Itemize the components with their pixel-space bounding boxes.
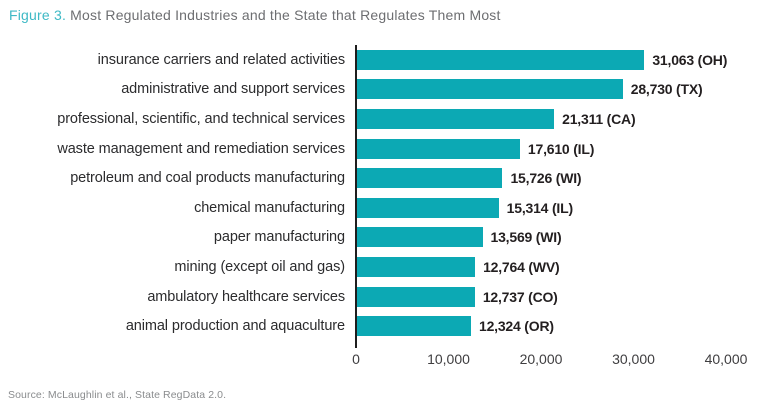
x-tick-label: 40,000 [704,350,748,367]
bar [357,256,476,277]
category-label: paper manufacturing [213,229,345,246]
figure-title: Figure 3. Most Regulated Industries and … [0,0,768,24]
figure-title-text: Most Regulated Industries and the State … [66,7,501,23]
category-label: ambulatory healthcare services [147,288,345,305]
x-tick-label: 30,000 [612,350,655,367]
value-label: 12,737 (CO) [482,288,558,305]
x-tick-label: 20,000 [519,350,563,367]
x-tick-label: 10,000 [427,350,470,367]
category-label: chemical manufacturing [194,199,345,216]
bar [357,197,499,218]
category-label: insurance carriers and related activitie… [97,51,345,68]
category-label: petroleum and coal products manufacturin… [70,170,345,187]
bar [357,286,475,307]
value-label: 21,311 (CA) [562,110,636,127]
category-label: waste management and remediation service… [57,140,345,157]
source-note: Source: McLaughlin et al., State RegData… [8,389,227,401]
category-label: professional, scientific, and technical … [57,110,345,127]
bar-row: 12,324 (OR) [357,311,768,341]
bar [357,49,645,70]
bar-row: 28,730 (TX) [357,75,768,105]
x-axis-tick-labels: 0 10,000 20,000 30,000 40,000 [352,350,747,371]
x-tick-label: 0 [352,350,360,367]
x-axis-spacer [0,348,356,371]
bar-row: 21,311 (CA) [357,104,768,134]
bar [357,316,471,337]
value-label: 17,610 (IL) [527,140,595,157]
value-label: 12,764 (WV) [483,258,560,275]
bar [357,168,503,189]
value-label: 28,730 (TX) [630,81,703,98]
category-label: animal production and aquaculture [125,318,345,335]
bar-row: 12,737 (CO) [357,282,768,312]
value-label: 15,314 (IL) [506,199,573,216]
bar-row: 13,569 (WI) [357,223,768,253]
category-label: mining (except oil and gas) [174,258,345,275]
bar-chart: insurance carriers and related activitie… [0,45,768,348]
category-label: administrative and support services [121,81,345,98]
bar-row: 31,063 (OH) [357,45,768,75]
bar-row: 12,764 (WV) [357,252,768,282]
bar-row: 17,610 (IL) [357,134,768,164]
bar-row: 15,314 (IL) [357,193,768,223]
bar [357,79,623,100]
bar [357,227,483,248]
x-axis: 0 10,000 20,000 30,000 40,000 [0,348,768,371]
value-label: 31,063 (OH) [652,51,728,68]
bar-row: 15,726 (WI) [357,163,768,193]
category-labels-column: insurance carriers and related activitie… [0,45,355,348]
value-label: 15,726 (WI) [510,170,582,187]
plot-area: 31,063 (OH) 28,730 (TX) 21,311 (CA) 17,610 … [355,45,768,348]
figure-number: Figure 3. [9,7,67,23]
bar [357,108,555,129]
bar [357,138,520,159]
value-label: 13,569 (WI) [490,229,562,246]
value-label: 12,324 (OR) [478,318,554,335]
